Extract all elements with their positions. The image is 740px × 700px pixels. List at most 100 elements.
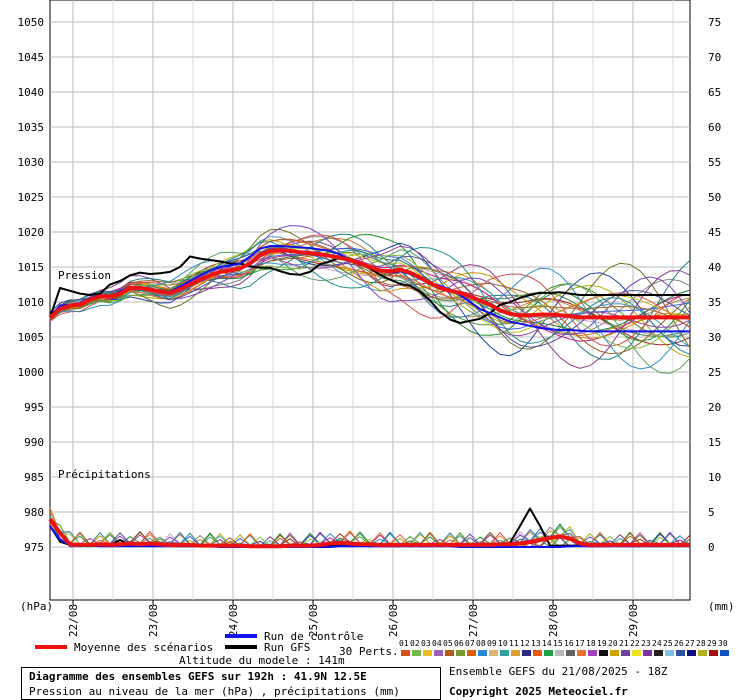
pert-number-label: 04 — [432, 639, 442, 648]
main-series-lines — [48, 245, 690, 549]
pert-swatch — [566, 650, 575, 656]
pert-swatch — [423, 650, 432, 656]
y-tick-label-left: 985 — [24, 471, 44, 484]
pert-number-label: 30 — [718, 639, 728, 648]
pert-swatch — [555, 650, 564, 656]
x-tick-label: 24/08 — [227, 604, 240, 637]
x-tick-label: 27/08 — [467, 604, 480, 637]
pert-swatch — [478, 650, 487, 656]
pert-swatch — [577, 650, 586, 656]
pert-swatch — [610, 650, 619, 656]
y-tick-label-right: 15 — [708, 436, 721, 449]
y-tick-label-right: 70 — [708, 51, 721, 64]
pert-swatch — [544, 650, 553, 656]
pert-swatch — [401, 650, 410, 656]
pert-number-label: 26 — [674, 639, 684, 648]
series-control-precip-line — [49, 525, 690, 548]
pert-swatch — [720, 650, 729, 656]
chart-title: Diagramme des ensembles GEFS sur 192h : … — [29, 670, 367, 683]
pert-number-label: 23 — [641, 639, 651, 648]
x-tick-label: 29/08 — [627, 604, 640, 637]
pert-number-label: 20 — [608, 639, 618, 648]
y-tick-label-right: 60 — [708, 121, 721, 134]
pert-swatch — [434, 650, 443, 656]
x-tick-label: 23/08 — [147, 604, 160, 637]
pert-pressure-line — [49, 240, 691, 356]
y-tick-label-right: 0 — [708, 541, 715, 554]
pert-number-label: 15 — [553, 639, 563, 648]
run-label: Ensemble GEFS du 21/08/2025 - 18Z — [449, 665, 668, 678]
pert-swatch — [687, 650, 696, 656]
y-tick-label-right: 35 — [708, 296, 721, 309]
pert-number-label: 03 — [421, 639, 431, 648]
pert-number-label: 17 — [575, 639, 585, 648]
y-tick-label-right: 25 — [708, 366, 721, 379]
pert-swatch — [456, 650, 465, 656]
pert-swatch — [500, 650, 509, 656]
legend-mean-swatch — [35, 645, 67, 649]
copyright-label: Copyright 2025 Meteociel.fr — [449, 685, 628, 698]
pert-pressure-line — [49, 228, 691, 350]
pert-swatch — [632, 650, 641, 656]
series-mean-pressure-line — [48, 248, 690, 320]
pert-number-label: 05 — [443, 639, 453, 648]
x-tick-label: 26/08 — [387, 604, 400, 637]
pert-swatch — [698, 650, 707, 656]
pert-number-label: 06 — [454, 639, 464, 648]
pert-swatch — [522, 650, 531, 656]
pressure-label: Pression — [58, 269, 111, 282]
y-tick-label-right: 10 — [708, 471, 721, 484]
y-tick-label-left: 1010 — [18, 296, 45, 309]
pert-swatch — [665, 650, 674, 656]
y-tick-label-left: 1030 — [18, 156, 45, 169]
x-tick-label: 25/08 — [307, 604, 320, 637]
y-tick-label-left: 1005 — [18, 331, 45, 344]
y-tick-label-left: 975 — [24, 541, 44, 554]
pert-swatch — [599, 650, 608, 656]
y-tick-label-right: 5 — [708, 506, 715, 519]
pert-number-label: 21 — [619, 639, 629, 648]
pert-swatch — [533, 650, 542, 656]
y-tick-label-left: 1025 — [18, 191, 45, 204]
pert-swatch — [489, 650, 498, 656]
pert-number-label: 08 — [476, 639, 486, 648]
pert-swatch — [511, 650, 520, 656]
pert-swatch — [445, 650, 454, 656]
y-tick-label-left: 1045 — [18, 51, 45, 64]
pert-number-label: 09 — [487, 639, 497, 648]
y-tick-label-left: 1040 — [18, 86, 45, 99]
legend-gfs-swatch — [225, 645, 257, 649]
y-tick-label-right: 50 — [708, 191, 721, 204]
pert-swatch — [588, 650, 597, 656]
y-tick-label-left: 1015 — [18, 261, 45, 274]
pert-number-label: 11 — [509, 639, 519, 648]
y-tick-label-right: 65 — [708, 86, 721, 99]
y-tick-label-right: 55 — [708, 156, 721, 169]
pert-number-label: 12 — [520, 639, 530, 648]
right-axis-unit: (mm) — [708, 600, 735, 613]
pert-number-label: 14 — [542, 639, 552, 648]
pert-number-label: 19 — [597, 639, 607, 648]
y-tick-label-left: 980 — [24, 506, 44, 519]
y-tick-label-right: 75 — [708, 16, 721, 29]
grid — [50, 0, 690, 600]
pert-number-label: 25 — [663, 639, 673, 648]
legend-mean-label: Moyenne des scénarios — [74, 641, 214, 654]
legend-control-swatch — [225, 634, 257, 638]
legend-control-label: Run de contrôle — [264, 630, 364, 643]
y-tick-label-left: 1035 — [18, 121, 45, 134]
pert-pressure-line — [49, 238, 691, 328]
y-tick-label-left: 1020 — [18, 226, 45, 239]
y-tick-label-right: 30 — [708, 331, 721, 344]
y-tick-label-right: 40 — [708, 261, 721, 274]
pert-swatch — [621, 650, 630, 656]
pert-swatch — [709, 650, 718, 656]
pert-swatch — [676, 650, 685, 656]
pert-swatch — [643, 650, 652, 656]
y-tick-label-left: 1000 — [18, 366, 45, 379]
altitude-label: Altitude du modele : 141m — [179, 654, 345, 667]
pert-pressure-line — [49, 239, 691, 329]
pert-swatch — [654, 650, 663, 656]
